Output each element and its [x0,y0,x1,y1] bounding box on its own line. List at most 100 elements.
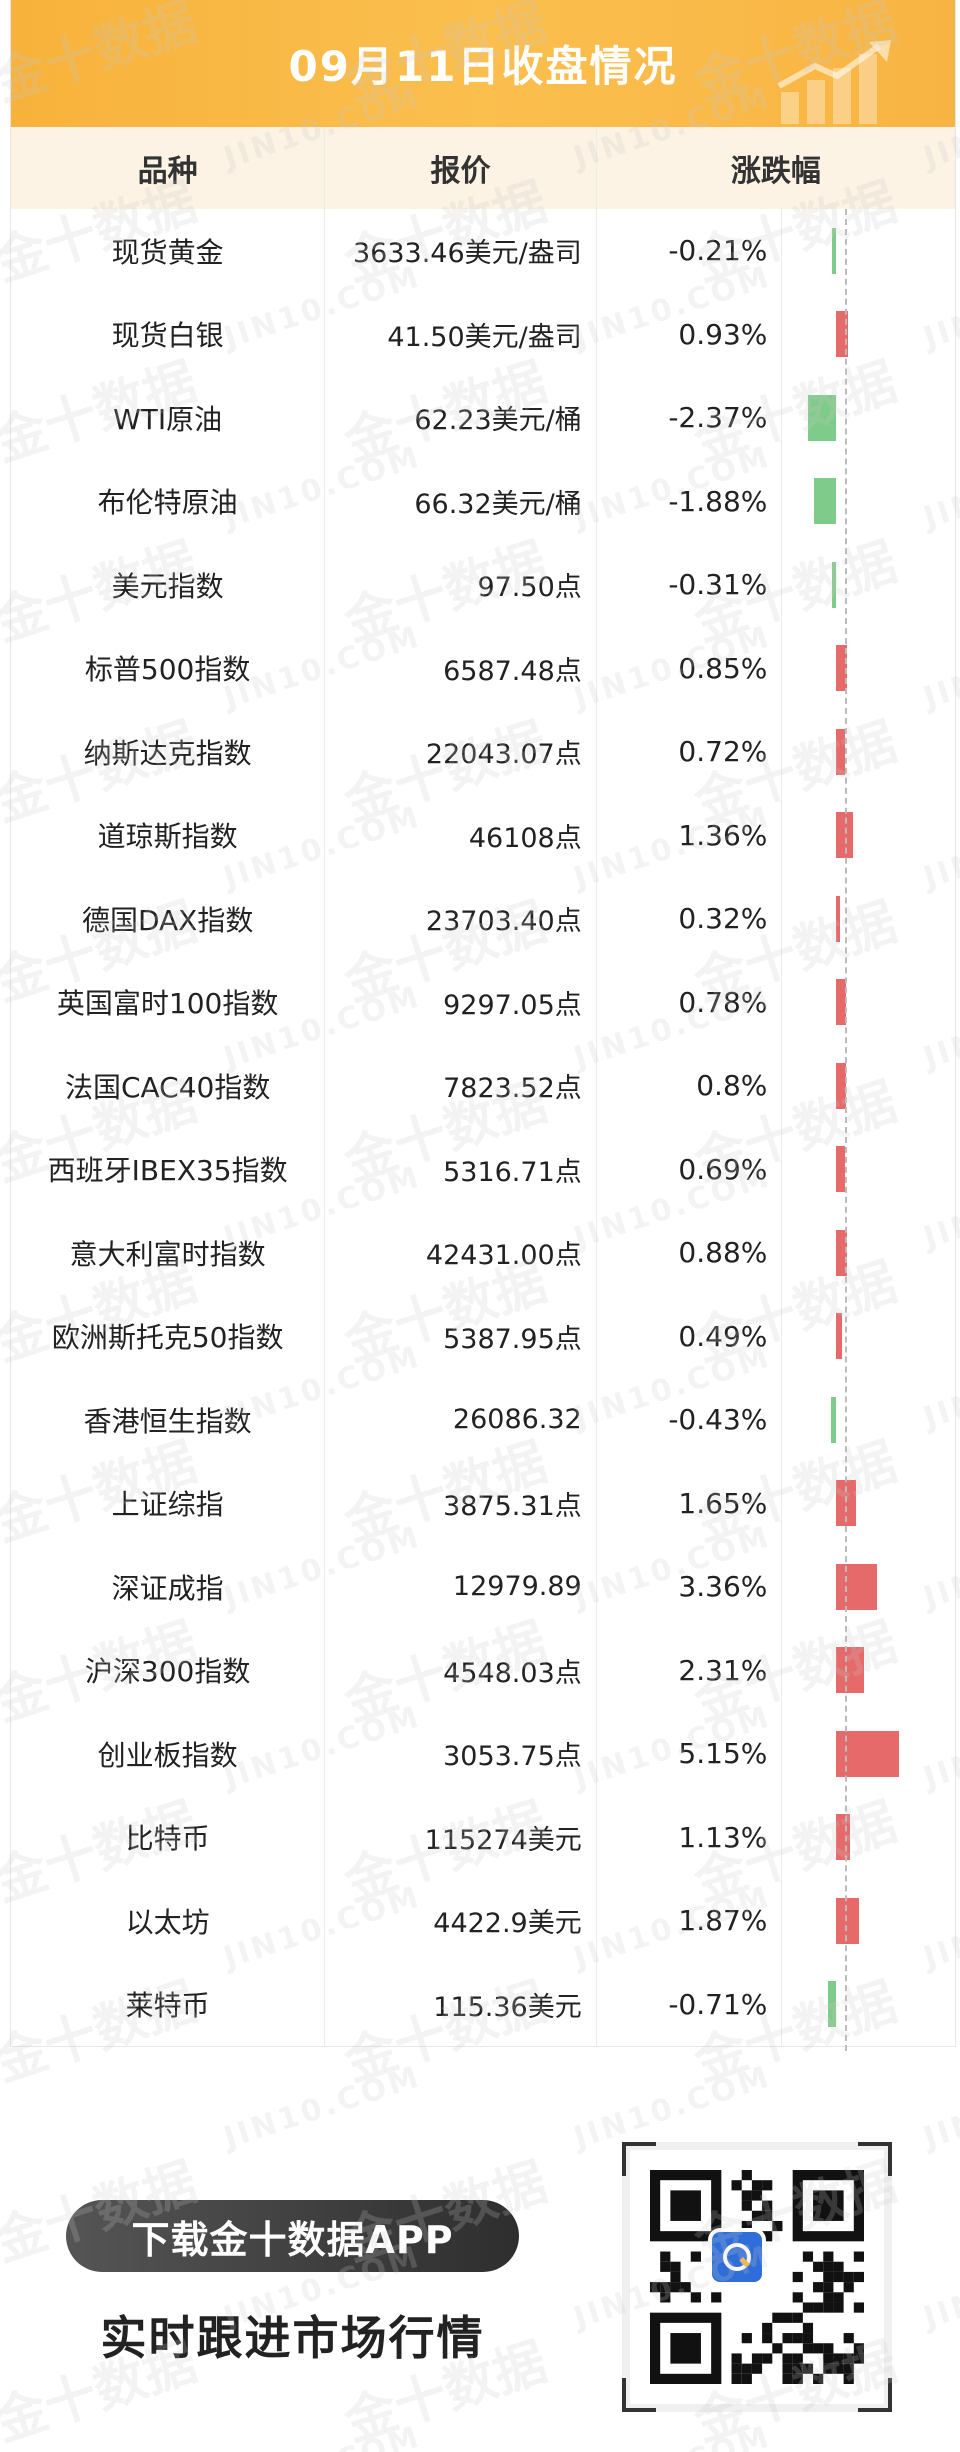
market-close-card: 09月11日收盘情况 品种 报价 涨跌幅 现货黄金 3633.46美元/盎司 -0.… [10,0,956,2047]
change-value: -2.37% [597,376,783,460]
variety-name: 意大利富时指数 [11,1211,326,1295]
download-app-button[interactable]: 下载金十数据APP [66,2200,519,2272]
variety-name: 莱特币 [11,1962,326,2046]
change-bar-down [807,394,837,441]
price-value: 62.23美元/桶 [325,376,597,460]
price-value: 97.50点 [325,543,597,627]
change-bar-cell [782,376,955,460]
change-value: 5.15% [597,1712,783,1796]
change-bar-down [827,1981,837,2028]
change-value: 0.69% [597,1127,783,1211]
variety-name: 纳斯达克指数 [11,710,326,794]
price-value: 6587.48点 [325,626,597,710]
variety-name: 西班牙IBEX35指数 [11,1127,326,1211]
change-bar-cell [782,1211,955,1295]
watermark-en: JIN10.COM [570,2419,776,2452]
change-bar-cell [782,293,955,377]
watermark-en: JIN10.COM [219,2059,426,2156]
price-value: 5387.95点 [325,1294,597,1378]
table-row: 创业板指数 3053.75点 5.15% [11,1712,955,1796]
watermark-en: JIN10.COM [220,2419,426,2452]
table-row: 英国富时100指数 9297.05点 0.78% [11,960,955,1045]
price-value: 9297.05点 [325,960,597,1044]
header-change: 涨跌幅 [730,154,821,189]
change-bar-cell [782,627,955,711]
change-bar-up [836,895,841,942]
variety-name: 现货白银 [11,292,326,376]
page-title: 09月11日收盘情况 [288,42,678,91]
change-bar-cell [782,1044,955,1128]
table-row: 意大利富时指数 42431.00点 0.88% [11,1211,955,1295]
variety-name: 欧洲斯托克50指数 [11,1294,326,1378]
change-value: 0.88% [597,1211,783,1295]
table-row: 标普500指数 6587.48点 0.85% [11,626,955,711]
change-value: 0.49% [597,1294,783,1378]
change-bar-up [836,1229,848,1276]
variety-name: 现货黄金 [11,209,326,293]
change-value: 0.8% [597,1044,783,1128]
promo-subtitle: 实时跟进市场行情 [100,2311,485,2365]
change-value: 3.36% [597,1545,783,1629]
table-row: 西班牙IBEX35指数 5316.71点 0.69% [11,1127,955,1212]
change-bar-down [832,227,837,274]
change-bar-up [836,728,846,775]
change-bar-up [836,1897,859,1944]
change-bar-cell [782,1796,955,1880]
price-value: 42431.00点 [325,1211,597,1295]
change-bar-cell [782,1712,955,1796]
table-row: 现货白银 41.50美元/盎司 0.93% [11,292,955,377]
change-value: -0.43% [597,1378,783,1462]
change-bar-up [836,1146,845,1193]
change-value: 0.78% [597,960,783,1044]
table-row: WTI原油 62.23美元/桶 -2.37% [11,376,955,460]
variety-name: 以太坊 [11,1879,326,1963]
change-bar-up [836,311,848,358]
change-bar-cell [782,1295,955,1379]
change-bar-cell [782,1545,955,1629]
change-bar-cell [782,1629,955,1713]
variety-name: 沪深300指数 [11,1628,326,1712]
change-bar-cell [782,961,955,1045]
price-value: 115.36美元 [325,1962,597,2046]
header-variety: 品种 [11,127,326,209]
change-value: 0.93% [597,292,783,376]
variety-name: 比特币 [11,1795,326,1879]
change-bar-cell [782,209,955,293]
price-value: 3875.31点 [325,1461,597,1545]
price-value: 26086.32 [325,1378,597,1462]
price-value: 41.50美元/盎司 [325,292,597,376]
table-row: 美元指数 97.50点 -0.31% [11,543,955,627]
change-value: 1.36% [597,793,783,877]
change-bar-cell [782,1963,955,2047]
table-row: 香港恒生指数 26086.32 -0.43% [11,1378,955,1462]
watermark-en: JIN10.COM [919,2059,960,2156]
change-value: 2.31% [597,1628,783,1712]
table-row: 莱特币 115.36美元 -0.71% [11,1962,955,2047]
variety-name: 上证综指 [11,1461,326,1545]
change-value: -0.31% [597,543,783,627]
variety-name: 深证成指 [11,1545,326,1629]
change-bar-cell [782,794,955,878]
change-bar-down [831,1396,837,1443]
price-value: 7823.52点 [325,1044,597,1128]
price-value: 23703.40点 [325,877,597,961]
zero-axis [845,209,847,2051]
price-value: 12979.89 [325,1545,597,1629]
table-row: 纳斯达克指数 22043.07点 0.72% [11,710,955,794]
variety-name: 标普500指数 [11,626,326,710]
change-value: -0.21% [597,209,783,293]
change-bar-down [813,478,837,525]
variety-name: 法国CAC40指数 [11,1044,326,1128]
watermark-en: JIN10.COM [919,2239,960,2336]
change-bar-cell [782,1462,955,1546]
change-value: 1.13% [597,1795,783,1879]
change-bar-up [836,1563,878,1610]
change-bar-cell [782,1378,955,1462]
price-value: 4422.9美元 [325,1879,597,1963]
qr-code[interactable] [622,2142,892,2412]
title-bar: 09月11日收盘情况 [11,0,955,127]
table-row: 法国CAC40指数 7823.52点 0.8% [11,1044,955,1128]
change-bar-up [836,1814,851,1861]
table-row: 欧洲斯托克50指数 5387.95点 0.49% [11,1294,955,1379]
change-bar-cell [782,1128,955,1212]
